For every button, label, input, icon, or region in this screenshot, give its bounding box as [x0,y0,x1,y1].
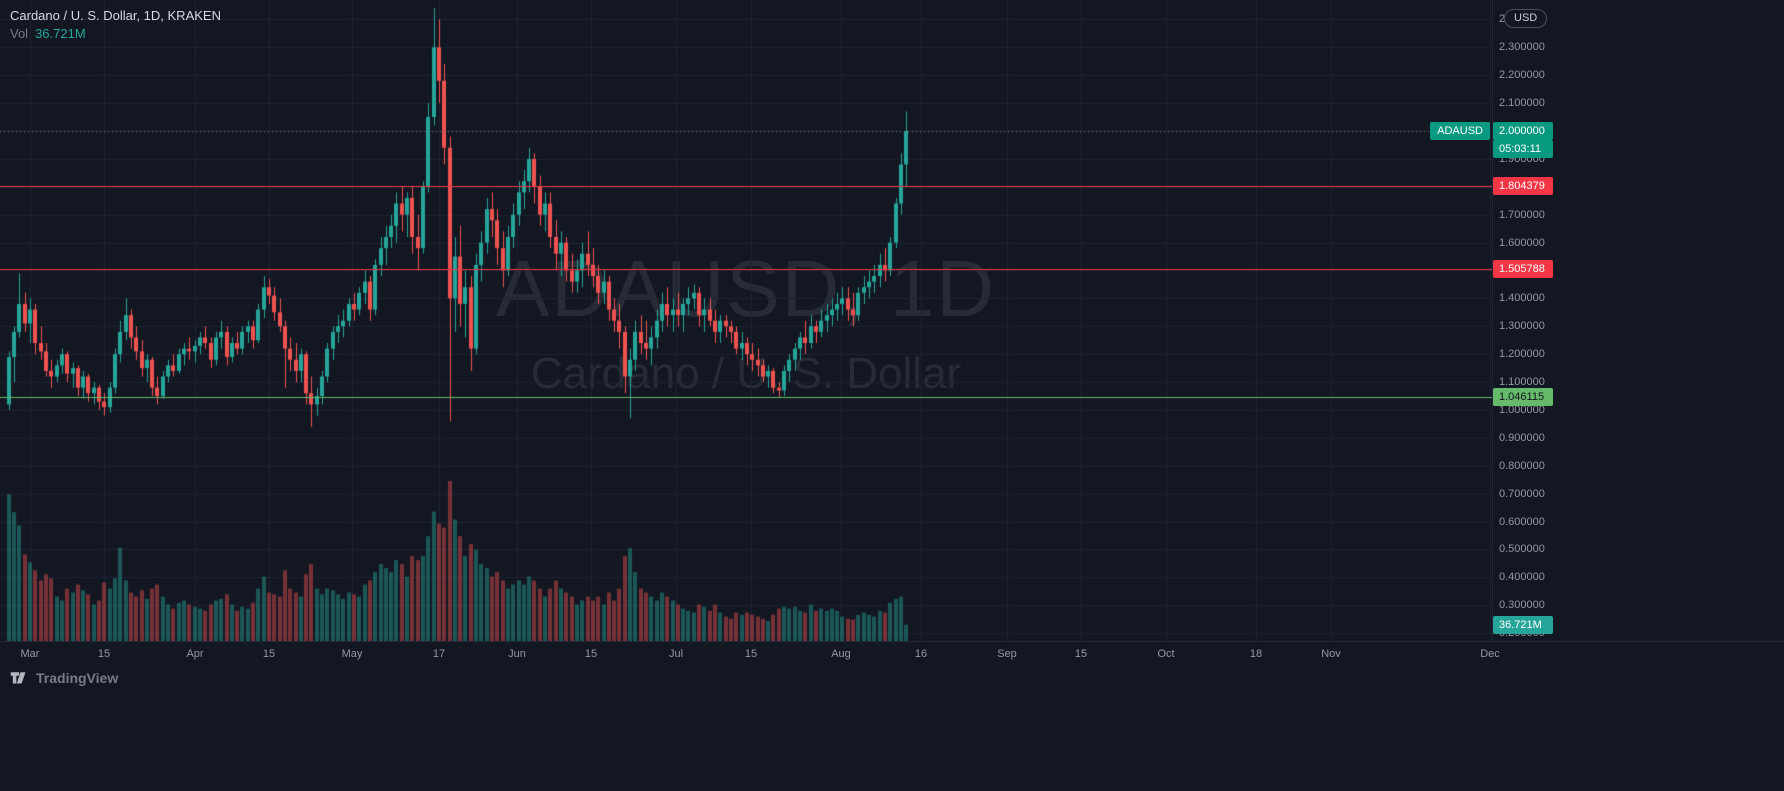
volume-value: 36.721M [35,26,86,41]
volume-legend-row[interactable]: Vol 36.721M [10,25,221,42]
time-tick-label: May [341,648,363,660]
price-axis[interactable]: 2.4000002.3000002.2000002.1000002.000000… [1492,0,1784,641]
time-tick-label: 16 [914,648,928,660]
price-tick-label: 0.300000 [1499,599,1545,612]
price-tick-label: 1.400000 [1499,292,1545,305]
time-tick-label: Aug [831,648,851,660]
time-tick-label: 18 [1249,648,1263,660]
tradingview-brand-text: TradingView [36,669,119,686]
time-tick-label: 17 [432,648,446,660]
tradingview-logo-icon [10,669,29,686]
time-tick-label: 15 [584,648,598,660]
candle-close-countdown-badge: 05:03:11 [1493,139,1553,158]
time-tick-label: Apr [186,648,204,660]
price-tick-label: 2.200000 [1499,69,1545,82]
time-tick-label: Mar [20,648,40,660]
candlestick-chart-canvas[interactable] [0,0,1492,641]
volume-value-badge: 36.721M [1493,615,1553,634]
price-tick-label: 0.900000 [1499,431,1545,444]
price-tick-label: 0.800000 [1499,459,1545,472]
price-tick-label: 1.200000 [1499,348,1545,361]
price-tick-label: 1.300000 [1499,320,1545,333]
price-tick-label: 0.400000 [1499,571,1545,584]
price-level-badge-1804379: 1.804379 [1493,176,1553,195]
last-price-symbol-label: ADAUSD [1430,121,1490,140]
time-tick-label: 15 [97,648,111,660]
price-tick-label: 0.600000 [1499,515,1545,528]
time-tick-label: Dec [1480,648,1500,660]
tradingview-attribution[interactable]: TradingView [10,669,118,686]
time-tick-label: Nov [1321,648,1341,660]
price-level-badge-1505788: 1.505788 [1493,259,1553,278]
time-tick-label: 15 [744,648,758,660]
time-tick-label: Sep [997,648,1017,660]
time-axis[interactable]: Mar 15 Apr 15 May 17 Jun 15 Jul 15 Aug 16 Sep 15 Oct 18… [0,641,1784,668]
symbol-title[interactable]: Cardano / U. S. Dollar, 1D, KRAKEN [10,8,221,23]
price-tick-label: 1.700000 [1499,208,1545,221]
time-tick-label: 15 [262,648,276,660]
price-tick-label: 1.100000 [1499,376,1545,389]
volume-label: Vol [10,26,29,41]
last-price-badge: 2.000000 [1493,121,1553,140]
price-tick-label: 2.300000 [1499,41,1545,54]
currency-toggle-button[interactable]: USD [1504,9,1548,28]
chart-legend: Cardano / U. S. Dollar, 1D, KRAKEN Vol 36… [10,7,221,42]
time-tick-label: 15 [1074,648,1088,660]
price-tick-label: 0.700000 [1499,487,1545,500]
time-tick-label: Jun [508,648,526,660]
price-tick-label: 0.500000 [1499,543,1545,556]
price-tick-label: 1.000000 [1499,403,1545,416]
time-tick-label: Oct [1157,648,1175,660]
price-tick-label: 1.600000 [1499,236,1545,249]
price-level-badge-1046115: 1.046115 [1493,388,1553,407]
time-tick-label: Jul [668,648,684,660]
price-tick-label: 2.100000 [1499,97,1545,110]
